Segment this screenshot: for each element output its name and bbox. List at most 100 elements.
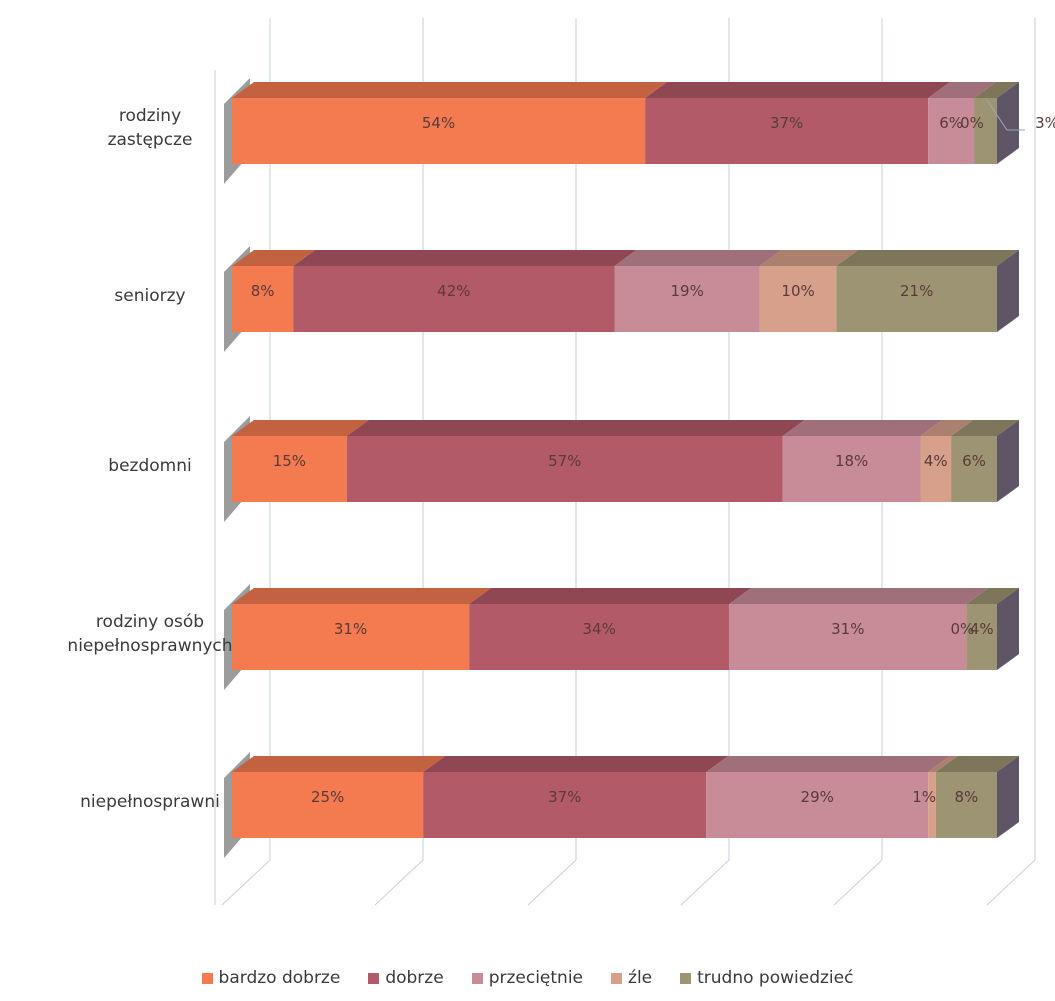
bar-segment xyxy=(928,98,975,164)
bar-top-face xyxy=(232,250,316,266)
value-label: 6% xyxy=(962,452,986,470)
value-label: 31% xyxy=(334,620,367,638)
bar-top-face xyxy=(706,756,951,772)
value-label: 6% xyxy=(939,114,963,132)
legend-label: źle xyxy=(628,968,653,988)
legend-item: bardzo dobrze xyxy=(201,968,341,988)
bar-segment xyxy=(293,266,615,332)
bar-top-face xyxy=(951,420,1019,436)
bar-segment xyxy=(232,98,646,164)
bar-top-face xyxy=(346,420,805,436)
bar-top-face xyxy=(293,250,637,266)
bar-top-face xyxy=(836,250,1019,266)
value-label: 8% xyxy=(251,282,275,300)
value-label: 57% xyxy=(548,452,581,470)
category-label: niepełnosprawni xyxy=(80,792,220,812)
value-label: 54% xyxy=(422,114,455,132)
floor-line xyxy=(527,859,577,906)
value-label: 4% xyxy=(924,452,948,470)
bar-segment xyxy=(232,604,470,670)
floor-line xyxy=(833,859,883,906)
bar-segment xyxy=(232,266,294,332)
value-label: 31% xyxy=(831,620,864,638)
value-label: 25% xyxy=(311,788,344,806)
stacked-bar-chart-3d: 54%37%6%0%3%rodzinyzastępcze8%42%19%10%2… xyxy=(67,18,1055,906)
value-label: 34% xyxy=(583,620,616,638)
value-label: 1% xyxy=(912,788,936,806)
floor-line xyxy=(374,859,424,906)
value-label: 29% xyxy=(801,788,834,806)
value-label: 19% xyxy=(671,282,704,300)
bar-top-face xyxy=(974,82,1019,98)
floor-line xyxy=(221,859,271,906)
bar-top-face xyxy=(928,756,958,772)
category-label: seniorzy xyxy=(114,286,185,306)
bar-top-face xyxy=(920,420,974,436)
value-label: 21% xyxy=(900,282,933,300)
bar-end-face xyxy=(997,250,1019,332)
bar-top-face xyxy=(232,588,492,604)
bar-segment xyxy=(469,604,730,670)
bar-segment xyxy=(706,772,929,838)
value-label: 18% xyxy=(835,452,868,470)
category-label: rodziny xyxy=(119,106,181,126)
bar-segment xyxy=(966,604,997,670)
legend-item: źle xyxy=(611,968,652,988)
legend-swatch xyxy=(680,972,692,984)
legend-swatch xyxy=(471,972,483,984)
bar-segment xyxy=(232,436,347,502)
bar-top-face xyxy=(423,756,729,772)
bar-top-face xyxy=(232,82,668,98)
category-label: niepełnosprawnych xyxy=(67,636,232,656)
bar-segment xyxy=(729,604,967,670)
bar-end-face xyxy=(997,420,1019,502)
value-label: 8% xyxy=(955,788,979,806)
value-label: 37% xyxy=(770,114,803,132)
bar-top-face xyxy=(928,82,997,98)
bar-top-face xyxy=(232,756,446,772)
bar-top-face xyxy=(614,250,782,266)
legend-label: dobrze xyxy=(385,968,444,988)
value-label: 0% xyxy=(960,114,984,132)
floor-line xyxy=(986,859,1036,906)
legend-label: przeciętnie xyxy=(488,968,584,988)
bar-segment xyxy=(935,772,997,838)
legend-item: dobrze xyxy=(368,968,444,988)
bar-top-face xyxy=(966,588,1019,604)
bar-segment xyxy=(928,772,936,838)
bar-segment xyxy=(232,772,424,838)
bar-segment xyxy=(782,436,921,502)
bar-segment xyxy=(836,266,997,332)
legend-item: przeciętnie xyxy=(471,968,584,988)
bar-end-face xyxy=(997,756,1019,838)
bar-top-face xyxy=(729,588,989,604)
bar-end-face xyxy=(997,82,1019,164)
bar-segment xyxy=(614,266,760,332)
legend-label: bardzo dobrze xyxy=(218,968,341,988)
value-label: 37% xyxy=(548,788,581,806)
bar-segment xyxy=(346,436,783,502)
bar-segment xyxy=(951,436,997,502)
value-label: 10% xyxy=(781,282,814,300)
value-label: 15% xyxy=(273,452,306,470)
bar-top-face xyxy=(469,588,752,604)
bar-top-face xyxy=(759,250,859,266)
legend-label: trudno powiedzieć xyxy=(697,968,854,988)
category-label: bezdomni xyxy=(108,456,191,476)
value-label: 3% xyxy=(1035,114,1055,132)
bar-top-face xyxy=(232,420,369,436)
category-label: zastępcze xyxy=(108,130,193,150)
bar-end-face xyxy=(997,588,1019,670)
bar-segment xyxy=(645,98,929,164)
callout-line xyxy=(986,99,1025,131)
value-label: 42% xyxy=(437,282,470,300)
bar-segment xyxy=(759,266,837,332)
legend-swatch xyxy=(611,972,623,984)
category-label: rodziny osób xyxy=(96,612,204,632)
value-label: 0% xyxy=(951,620,975,638)
bar-top-face xyxy=(935,756,1019,772)
floor-line xyxy=(680,859,730,906)
legend: bardzo dobrze dobrze przeciętnie źle trudno … xyxy=(0,968,1055,988)
bar-top-face xyxy=(645,82,951,98)
